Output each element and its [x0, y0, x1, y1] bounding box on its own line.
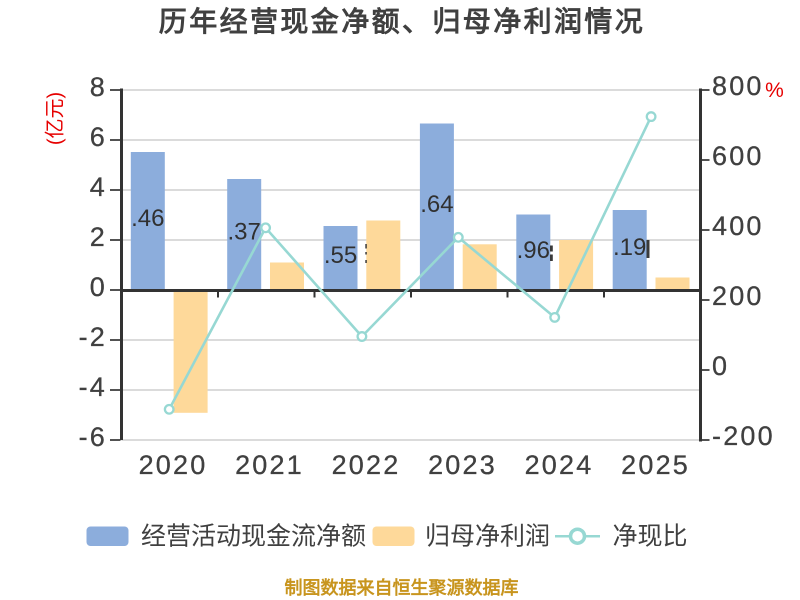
svg-text:.96: .96: [517, 237, 550, 264]
svg-text:2022: 2022: [332, 450, 401, 480]
svg-text:-200: -200: [712, 421, 775, 451]
svg-text:2024: 2024: [525, 450, 594, 480]
svg-text:0: 0: [90, 272, 107, 302]
svg-text:%: %: [765, 79, 784, 102]
svg-text:2020: 2020: [139, 450, 208, 480]
svg-text:(亿元): (亿元): [44, 92, 67, 145]
svg-text:-4: -4: [79, 372, 107, 402]
svg-text:.46: .46: [131, 205, 164, 232]
svg-text:制图数据来自恒生聚源数据库: 制图数据来自恒生聚源数据库: [285, 577, 519, 598]
svg-text:.37: .37: [228, 219, 261, 246]
svg-text:800: 800: [712, 71, 764, 101]
svg-text:8: 8: [90, 72, 107, 102]
svg-text:0: 0: [712, 351, 729, 381]
svg-text:400: 400: [712, 211, 764, 241]
svg-text:历年经营现金净额、归母净利润情况: 历年经营现金净额、归母净利润情况: [159, 5, 645, 37]
svg-text:-2: -2: [79, 322, 107, 352]
svg-text:经营活动现金流净额: 经营活动现金流净额: [141, 523, 366, 551]
svg-text:.55: .55: [324, 242, 357, 269]
svg-text:200: 200: [712, 281, 764, 311]
svg-text:2021: 2021: [235, 450, 304, 480]
svg-text:6: 6: [90, 122, 107, 152]
svg-text:4: 4: [90, 172, 107, 202]
svg-text:2025: 2025: [621, 450, 690, 480]
svg-text:2: 2: [90, 222, 107, 252]
svg-text:-6: -6: [79, 422, 107, 452]
svg-text:600: 600: [712, 141, 764, 171]
svg-text:归母净利润: 归母净利润: [425, 523, 550, 551]
svg-text:2023: 2023: [428, 450, 497, 480]
svg-text:净现比: 净现比: [613, 523, 688, 551]
svg-text:.19: .19: [613, 234, 646, 261]
svg-text:.64: .64: [420, 191, 453, 218]
